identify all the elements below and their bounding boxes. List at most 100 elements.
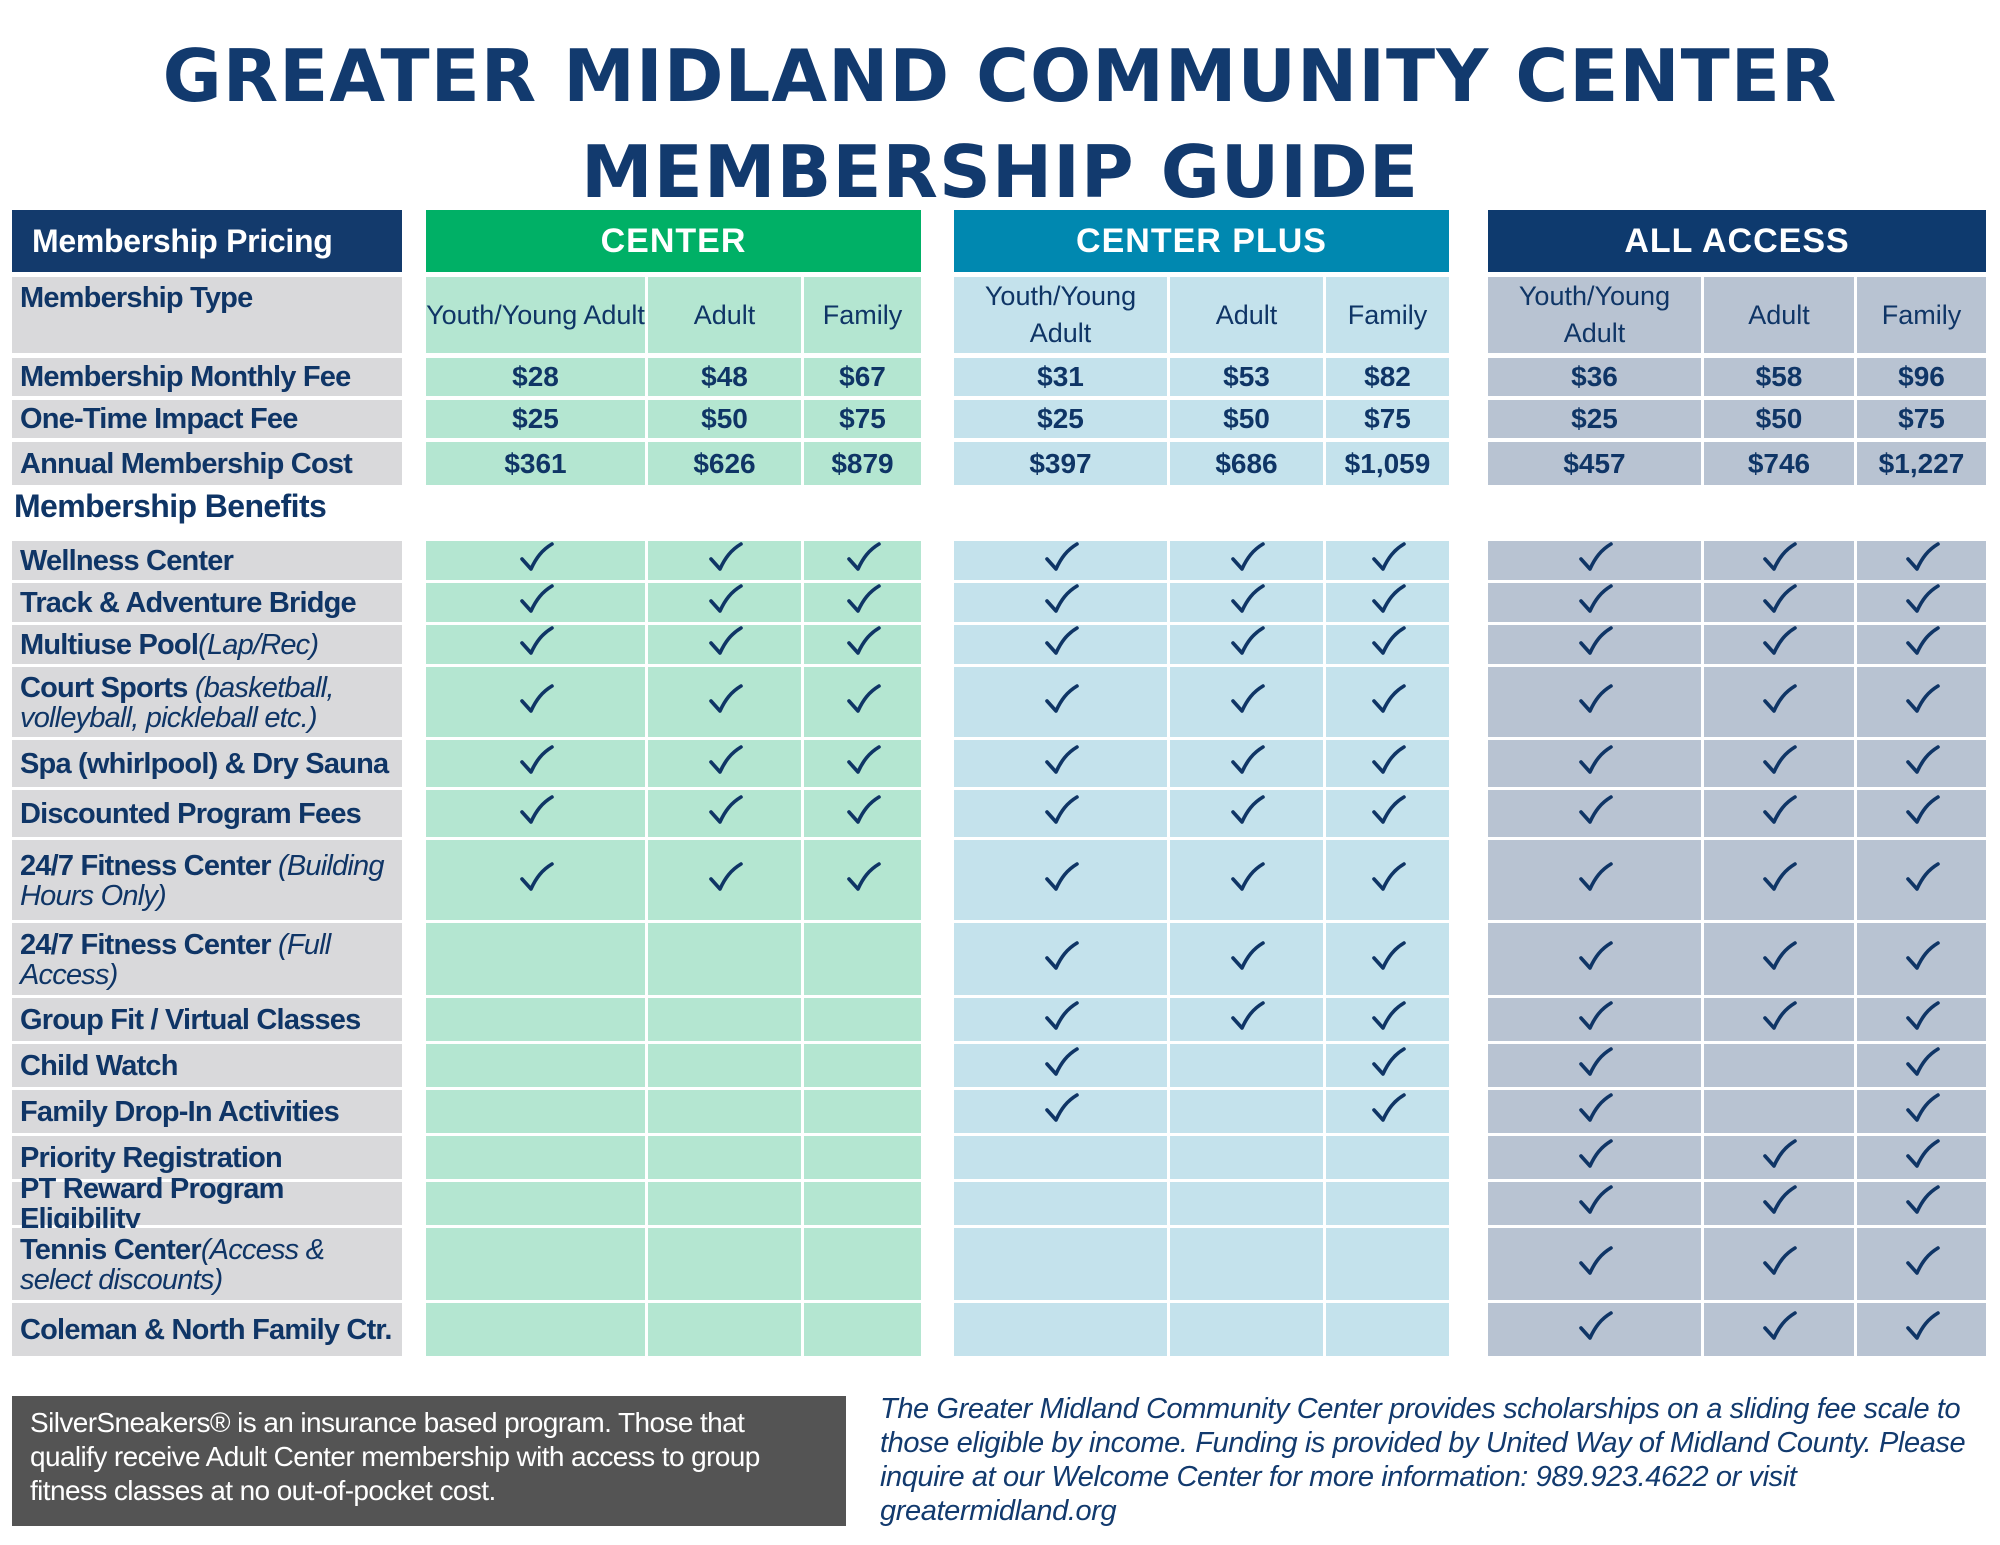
column-header: Family	[1326, 277, 1449, 353]
benefit-cell	[804, 667, 921, 737]
price-cell: $75	[1326, 400, 1449, 438]
benefit-label: Spa (whirlpool) & Dry Sauna	[12, 740, 402, 787]
benefit-cell	[1857, 1182, 1986, 1225]
benefit-label: Coleman & North Family Ctr.	[12, 1303, 402, 1356]
benefit-cell	[1857, 667, 1986, 737]
price-cell: $53	[1170, 358, 1323, 396]
benefit-cell	[426, 583, 645, 622]
check-icon	[1759, 680, 1799, 725]
check-icon	[843, 680, 883, 725]
price-cell: $36	[1488, 358, 1701, 396]
check-icon	[1041, 680, 1081, 725]
page-subtitle: MEMBERSHIP GUIDE	[580, 130, 1420, 214]
check-icon	[516, 580, 556, 625]
benefit-cell	[1170, 790, 1323, 837]
check-icon	[1575, 791, 1615, 836]
check-icon	[1759, 997, 1799, 1042]
benefit-cell	[1326, 1044, 1449, 1087]
benefit-note: (Access & select discounts)	[20, 1234, 325, 1296]
benefit-name: Priority Registration	[20, 1141, 283, 1174]
benefit-name: Family Drop-In Activities	[20, 1095, 340, 1128]
check-icon	[516, 741, 556, 786]
benefit-cell	[954, 1136, 1167, 1179]
check-icon	[1902, 1089, 1942, 1134]
benefit-label: Family Drop-In Activities	[12, 1090, 402, 1133]
benefit-cell	[1170, 667, 1323, 737]
benefit-cell	[1488, 1228, 1701, 1300]
check-icon	[1902, 741, 1942, 786]
check-icon	[1368, 538, 1408, 583]
check-icon	[1575, 1181, 1615, 1226]
benefit-cell	[1857, 625, 1986, 664]
benefit-cell	[1704, 1182, 1854, 1225]
benefit-cell	[1326, 625, 1449, 664]
benefit-cell	[804, 1303, 921, 1356]
check-icon	[705, 580, 745, 625]
benefit-cell	[1857, 1303, 1986, 1356]
price-cell: $50	[648, 400, 801, 438]
benefit-cell	[1488, 1136, 1701, 1179]
benefit-cell	[426, 625, 645, 664]
benefit-cell	[1170, 740, 1323, 787]
price-cell: $31	[954, 358, 1167, 396]
price-cell: $457	[1488, 442, 1701, 485]
check-icon	[1227, 538, 1267, 583]
price-cell: $1,227	[1857, 442, 1986, 485]
benefit-label: Track & Adventure Bridge	[12, 583, 402, 622]
check-icon	[1041, 937, 1081, 982]
benefit-cell	[426, 1228, 645, 1300]
benefit-cell	[1857, 740, 1986, 787]
benefit-cell	[1488, 840, 1701, 920]
check-icon	[1041, 580, 1081, 625]
check-icon	[1227, 997, 1267, 1042]
check-icon	[516, 538, 556, 583]
check-icon	[516, 680, 556, 725]
price-cell: $25	[1488, 400, 1701, 438]
benefit-cell	[426, 1303, 645, 1356]
benefit-cell	[1704, 998, 1854, 1041]
benefit-cell	[1704, 790, 1854, 837]
benefit-cell	[954, 998, 1167, 1041]
benefit-cell	[1704, 840, 1854, 920]
benefit-cell	[648, 1182, 801, 1225]
check-icon	[843, 622, 883, 667]
benefit-cell	[1704, 1228, 1854, 1300]
benefit-cell	[1704, 1136, 1854, 1179]
check-icon	[1575, 1043, 1615, 1088]
benefit-cell	[954, 1182, 1167, 1225]
benefit-cell	[804, 1136, 921, 1179]
pricing-header: Membership Pricing	[12, 210, 402, 272]
page-title: GREATER MIDLAND COMMUNITY CENTER	[162, 34, 1838, 118]
benefit-cell	[1488, 1182, 1701, 1225]
benefit-cell	[954, 1303, 1167, 1356]
benefit-cell	[954, 1090, 1167, 1133]
benefit-cell	[426, 740, 645, 787]
benefit-cell	[1326, 840, 1449, 920]
check-icon	[705, 680, 745, 725]
check-icon	[843, 791, 883, 836]
benefit-cell	[1326, 1182, 1449, 1225]
benefit-cell	[1170, 1303, 1323, 1356]
check-icon	[1759, 1181, 1799, 1226]
benefit-cell	[1704, 583, 1854, 622]
check-icon	[1902, 1242, 1942, 1287]
check-icon	[1368, 937, 1408, 982]
check-icon	[1575, 1089, 1615, 1134]
column-header: Family	[1857, 277, 1986, 353]
benefit-cell	[1488, 1044, 1701, 1087]
benefit-cell	[1488, 667, 1701, 737]
benefit-cell	[648, 625, 801, 664]
benefit-cell	[648, 790, 801, 837]
check-icon	[705, 622, 745, 667]
benefit-label: PT Reward Program Eligibility	[12, 1174, 402, 1234]
benefit-label: Tennis Center(Access & select discounts)	[12, 1228, 402, 1300]
benefit-cell	[1857, 790, 1986, 837]
benefit-note: (Building Hours Only)	[20, 850, 384, 912]
check-icon	[1227, 858, 1267, 903]
check-icon	[1902, 858, 1942, 903]
tier-header-1: CENTER	[426, 210, 921, 272]
tier-header-2: CENTER PLUS	[954, 210, 1449, 272]
benefit-label: Discounted Program Fees	[12, 790, 402, 837]
check-icon	[1368, 997, 1408, 1042]
benefit-cell	[1170, 998, 1323, 1041]
